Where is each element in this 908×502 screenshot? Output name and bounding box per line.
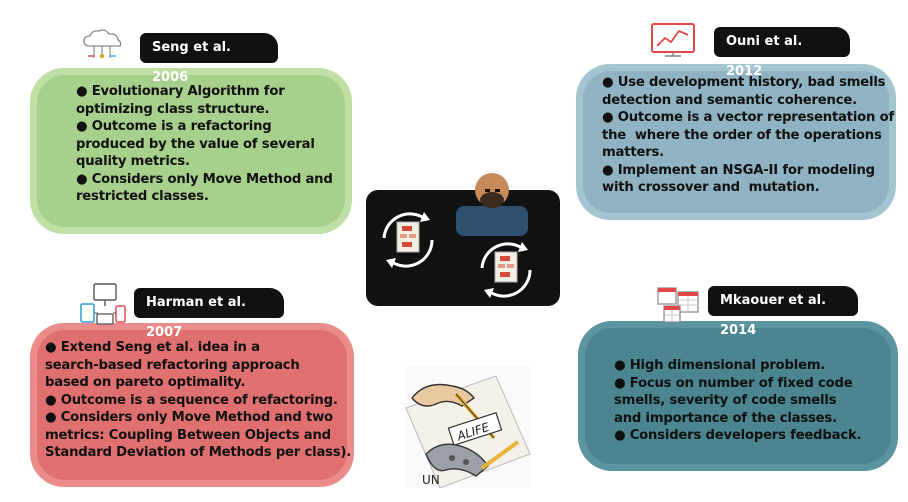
spreadsheet-tables-icon (657, 287, 699, 323)
seng-line: optimizing class structure. (76, 101, 270, 117)
ouni-card: ● Use development history, bad smells de… (576, 64, 896, 220)
seng-title-tag: Seng et al. 2006 (140, 33, 278, 85)
seng-line: quality metrics. (76, 154, 190, 169)
corner-text: UN (422, 473, 440, 487)
refactor-cycle-right-icon (480, 242, 532, 298)
ouni-line: the where the order of the operations (602, 127, 882, 143)
harman-card-text: ● Extend Seng et al. idea in a search-ba… (45, 339, 351, 462)
harman-line: ● Outcome is a sequence of refactoring. (45, 392, 338, 408)
ouni-line: ● Implement an NSGA-II for modeling (602, 162, 875, 178)
ouni-line: ● Use development history, bad smells (602, 75, 886, 90)
harman-line: search-based refactoring approach (45, 357, 300, 373)
ouni-line: detection and semantic coherence. (602, 92, 857, 108)
harman-line: metrics: Coupling Between Objects and (45, 427, 331, 443)
seng-line: ● Considers only Move Method and (76, 171, 333, 187)
harman-line: ● Considers only Move Method and two (45, 410, 333, 425)
mkaouer-line: ● Focus on number of fixed code (614, 375, 853, 391)
mkaouer-line: ● High dimensional problem. (614, 358, 826, 373)
ouni-card-text: ● Use development history, bad smells de… (602, 74, 894, 197)
mkaouer-card: ● High dimensional problem. ● Focus on n… (578, 321, 898, 471)
seng-card-text: ● Evolutionary Algorithm for optimizing … (76, 83, 333, 206)
harman-title-tag: Harman et al. 2007 (134, 288, 284, 340)
developer-refactoring-illustration (366, 173, 560, 306)
mkaouer-title-tag: Mkaouer et al. 2014 (708, 286, 858, 338)
cloud-network-icon (83, 29, 122, 59)
mkaouer-card-text: ● High dimensional problem. ● Focus on n… (614, 357, 862, 445)
ouni-line: with crossover and mutation. (602, 180, 820, 195)
harman-line: ● Extend Seng et al. idea in a (45, 340, 260, 355)
seng-line: produced by the value of several (76, 136, 315, 152)
mkaouer-line: and importance of the classes. (614, 410, 837, 426)
seng-line: restricted classes. (76, 189, 209, 204)
developer-avatar-icon (456, 173, 528, 236)
refactor-cycle-left-icon (382, 212, 434, 268)
harman-card: ● Extend Seng et al. idea in a search-ba… (30, 323, 354, 487)
seng-line: ● Outcome is a refactoring (76, 119, 272, 134)
devices-icon (80, 283, 126, 325)
seng-line: ● Evolutionary Algorithm for (76, 84, 285, 99)
ouni-title-tag: Ouni et al. 2012 (714, 27, 850, 79)
seng-card: ● Evolutionary Algorithm for optimizing … (30, 68, 352, 234)
harman-line: based on pareto optimality. (45, 375, 246, 390)
mkaouer-line: ● Considers developers feedback. (614, 428, 862, 443)
line-chart-monitor-icon (651, 23, 695, 57)
harman-line: Standard Deviation of Methods per class)… (45, 445, 352, 460)
hands-drawing-illustration: ALIFE UN (404, 366, 532, 489)
mkaouer-line: smells, severity of code smells (614, 393, 837, 408)
ouni-line: ● Outcome is a vector representation of (602, 110, 895, 125)
ouni-line: matters. (602, 145, 664, 160)
